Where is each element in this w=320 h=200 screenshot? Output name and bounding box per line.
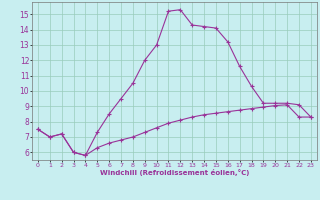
- X-axis label: Windchill (Refroidissement éolien,°C): Windchill (Refroidissement éolien,°C): [100, 169, 249, 176]
